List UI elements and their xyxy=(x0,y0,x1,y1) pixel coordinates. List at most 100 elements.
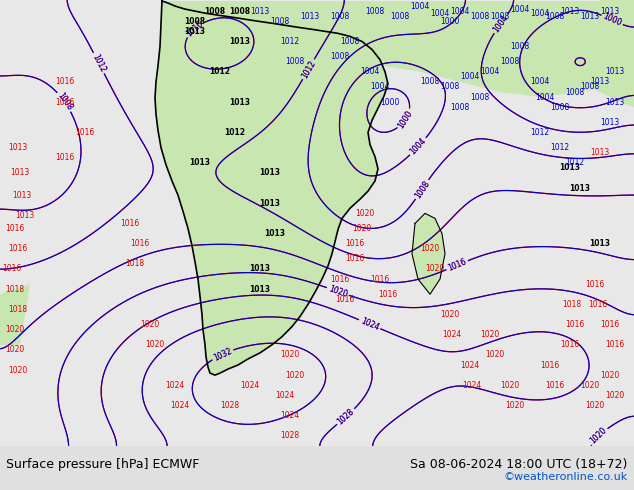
Text: 1013: 1013 xyxy=(190,158,210,167)
Text: 1004: 1004 xyxy=(491,13,510,34)
Text: 1016: 1016 xyxy=(566,320,585,329)
Text: 1013: 1013 xyxy=(13,191,32,199)
Text: 1013: 1013 xyxy=(250,285,271,294)
Text: 1013: 1013 xyxy=(600,118,619,127)
Text: 1024: 1024 xyxy=(460,361,480,369)
Text: 1016: 1016 xyxy=(588,300,607,309)
Text: 1008: 1008 xyxy=(330,12,349,21)
Text: 1024: 1024 xyxy=(443,330,462,339)
Text: 1008: 1008 xyxy=(420,77,439,86)
Text: 1000: 1000 xyxy=(602,12,623,28)
Text: 1024: 1024 xyxy=(165,381,184,390)
Text: 1004: 1004 xyxy=(510,4,529,14)
Text: 1020: 1020 xyxy=(285,370,304,380)
Text: 1016: 1016 xyxy=(335,295,354,304)
Text: 1020: 1020 xyxy=(5,345,25,354)
Text: 1028: 1028 xyxy=(280,431,299,441)
Text: 1032: 1032 xyxy=(212,346,233,363)
Text: 1013: 1013 xyxy=(560,7,579,16)
Text: 1016: 1016 xyxy=(346,239,365,248)
Text: 1016: 1016 xyxy=(184,19,205,38)
Text: 1020: 1020 xyxy=(140,320,160,329)
Text: 1012: 1012 xyxy=(550,143,569,152)
Text: 1013: 1013 xyxy=(259,199,280,208)
Text: 1020: 1020 xyxy=(327,284,349,299)
Text: 1016: 1016 xyxy=(560,340,579,349)
Text: 1004: 1004 xyxy=(535,93,555,101)
Text: 1004: 1004 xyxy=(408,136,428,157)
Text: 1024: 1024 xyxy=(359,317,380,332)
Text: 1020: 1020 xyxy=(580,381,600,390)
Text: 1024: 1024 xyxy=(171,401,190,410)
Text: 1020: 1020 xyxy=(605,391,624,400)
Text: 1004: 1004 xyxy=(450,7,470,16)
Text: 1016: 1016 xyxy=(55,153,75,162)
Text: 1008: 1008 xyxy=(365,7,385,16)
Text: 1008: 1008 xyxy=(285,57,304,66)
Text: 1012: 1012 xyxy=(531,128,550,137)
Text: 1013: 1013 xyxy=(15,211,35,220)
Text: 1008: 1008 xyxy=(550,103,569,112)
Text: 1008: 1008 xyxy=(580,82,600,92)
Text: 1016: 1016 xyxy=(55,98,75,107)
Text: 1024: 1024 xyxy=(240,381,260,390)
Text: ©weatheronline.co.uk: ©weatheronline.co.uk xyxy=(503,472,628,482)
Text: 1012: 1012 xyxy=(91,52,107,74)
Text: 1000: 1000 xyxy=(396,109,415,130)
Text: 1016: 1016 xyxy=(370,274,390,284)
Text: 1032: 1032 xyxy=(212,346,233,363)
Text: 1016: 1016 xyxy=(55,77,75,86)
Text: 1018: 1018 xyxy=(6,285,25,294)
Text: 1020: 1020 xyxy=(486,350,505,359)
Text: 1028: 1028 xyxy=(221,401,240,410)
Polygon shape xyxy=(162,0,634,97)
Text: 1004: 1004 xyxy=(530,77,550,86)
Text: 1012: 1012 xyxy=(566,158,585,167)
Text: 1008: 1008 xyxy=(184,17,205,26)
Text: 1004: 1004 xyxy=(370,82,390,92)
Text: 1013: 1013 xyxy=(259,169,280,177)
Text: 1000: 1000 xyxy=(380,98,399,107)
Text: 1012: 1012 xyxy=(209,67,231,76)
Text: 1004: 1004 xyxy=(530,9,550,18)
Text: 1013: 1013 xyxy=(264,229,285,238)
Text: 1013: 1013 xyxy=(569,184,590,193)
Text: 1024: 1024 xyxy=(275,391,295,400)
Text: 1016: 1016 xyxy=(540,361,560,369)
Text: 1013: 1013 xyxy=(590,148,610,157)
Text: 1016: 1016 xyxy=(75,128,94,137)
Text: 1016: 1016 xyxy=(600,320,619,329)
Text: 1018: 1018 xyxy=(562,300,581,309)
Text: 1008: 1008 xyxy=(500,57,520,66)
Text: 1016: 1016 xyxy=(8,244,28,253)
Text: 1008: 1008 xyxy=(55,91,74,112)
Text: 1004: 1004 xyxy=(408,136,428,157)
Text: 1016: 1016 xyxy=(446,257,468,273)
Text: 1008: 1008 xyxy=(330,52,349,61)
Text: 1012: 1012 xyxy=(300,59,317,80)
Text: 1016: 1016 xyxy=(3,265,22,273)
Text: 1013: 1013 xyxy=(580,12,600,21)
Text: 1013: 1013 xyxy=(590,239,611,248)
Text: 1020: 1020 xyxy=(420,244,439,253)
Text: 1008: 1008 xyxy=(413,179,431,200)
Text: 1018: 1018 xyxy=(8,305,27,314)
Text: 1020: 1020 xyxy=(356,209,375,218)
Text: 1028: 1028 xyxy=(335,407,356,426)
Polygon shape xyxy=(412,213,445,294)
Text: 1020: 1020 xyxy=(588,426,609,445)
Text: 1013: 1013 xyxy=(250,7,269,16)
Text: 1004: 1004 xyxy=(481,67,500,76)
Text: 1013: 1013 xyxy=(230,98,250,107)
Text: 1004: 1004 xyxy=(410,1,430,11)
Text: 1008: 1008 xyxy=(413,179,431,200)
Text: 1008: 1008 xyxy=(270,17,290,26)
Polygon shape xyxy=(155,1,388,375)
Text: 1020: 1020 xyxy=(500,381,520,390)
Text: 1020: 1020 xyxy=(600,370,619,380)
Text: 1008: 1008 xyxy=(340,37,359,46)
Text: Surface pressure [hPa] ECMWF: Surface pressure [hPa] ECMWF xyxy=(6,458,200,471)
Text: 1013: 1013 xyxy=(605,98,624,107)
Text: 1004: 1004 xyxy=(430,9,450,18)
Text: 1020: 1020 xyxy=(353,224,372,233)
